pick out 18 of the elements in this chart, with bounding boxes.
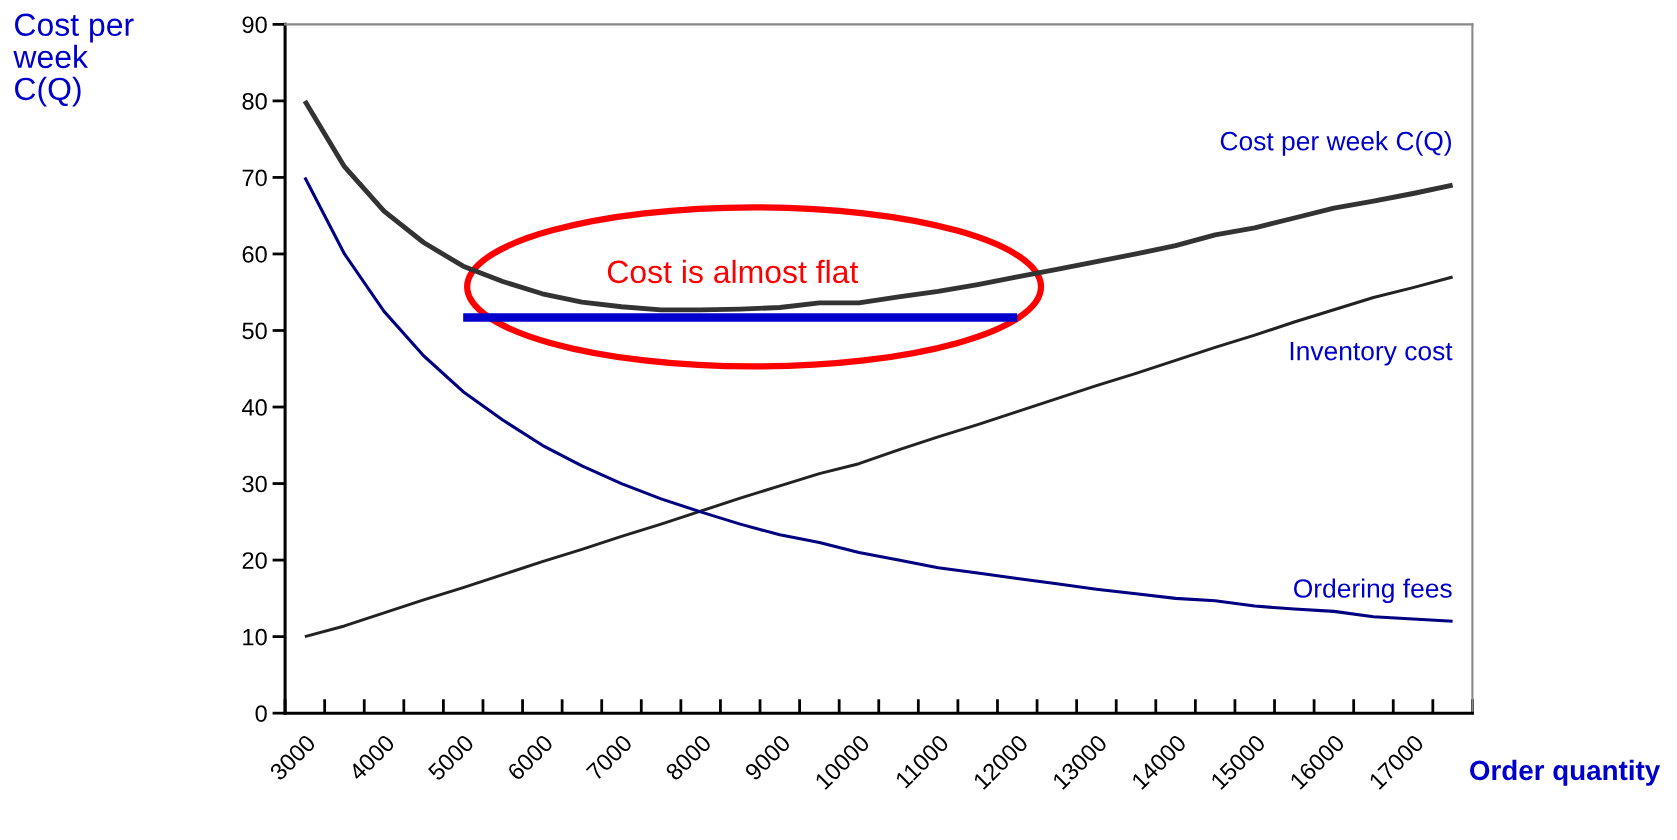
y-tick-label: 30 <box>242 475 267 493</box>
line-series <box>302 98 1456 313</box>
y-tick-label: 90 <box>242 16 267 34</box>
annotation: Cost is almost flat <box>607 259 859 284</box>
series-label: Inventory cost <box>1290 341 1453 366</box>
line-series <box>303 175 1455 623</box>
y-tick-label: 40 <box>242 399 267 416</box>
y-tick-label: 80 <box>242 92 267 110</box>
y-tick-label: 70 <box>242 169 267 187</box>
series-label: Cost per week C(Q) <box>1220 131 1451 156</box>
series-label: Ordering fees <box>1294 578 1452 604</box>
y-axis-title: Cost per week C(Q) <box>13 13 134 107</box>
x-axis-title: Order quantity <box>1470 759 1661 786</box>
y-tick-label: 50 <box>242 322 267 340</box>
y-tick-label: 60 <box>242 246 267 263</box>
y-tick-label: 10 <box>243 628 267 646</box>
y-tick-label: 20 <box>242 552 267 569</box>
y-tick-label: 0 <box>255 705 267 722</box>
